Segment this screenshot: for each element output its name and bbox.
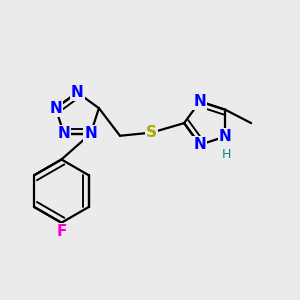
Text: F: F [56,224,67,239]
Text: N: N [84,126,97,141]
Text: N: N [49,101,62,116]
Text: N: N [219,129,232,144]
Text: N: N [71,85,84,100]
Text: H: H [222,148,232,161]
Text: N: N [58,126,70,141]
Text: N: N [194,94,206,109]
Text: S: S [146,125,157,140]
Text: N: N [194,137,206,152]
